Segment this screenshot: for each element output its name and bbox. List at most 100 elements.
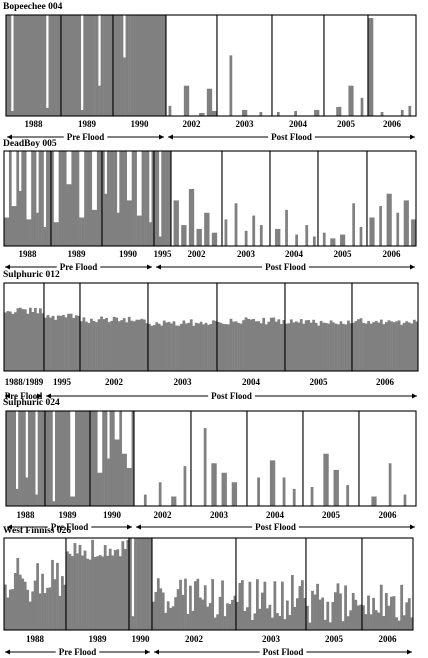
membership-bar	[131, 151, 135, 246]
membership-bar	[23, 151, 27, 246]
membership-bar	[369, 614, 373, 630]
membership-bar	[60, 411, 63, 506]
membership-bar	[100, 316, 103, 371]
membership-bar	[76, 553, 79, 630]
membership-bar	[219, 322, 223, 371]
membership-bar	[186, 613, 190, 630]
membership-bar	[115, 317, 119, 371]
population-label: 2004	[289, 119, 308, 129]
membership-bar	[46, 587, 49, 630]
membership-bar	[222, 324, 225, 371]
membership-bar	[224, 219, 228, 246]
membership-bar	[149, 538, 153, 630]
membership-bar	[203, 428, 207, 506]
membership-bar	[144, 151, 147, 246]
membership-bar	[316, 583, 319, 630]
membership-bar	[136, 538, 140, 630]
membership-bar	[56, 315, 60, 371]
membership-bar	[198, 597, 202, 630]
population-label: 2003	[236, 119, 255, 129]
membership-bar	[352, 322, 355, 371]
membership-bar	[23, 411, 26, 506]
membership-bar	[323, 453, 327, 506]
membership-bar	[26, 589, 30, 630]
membership-bar	[33, 151, 37, 246]
membership-bar	[234, 321, 238, 371]
membership-bar	[384, 593, 388, 630]
membership-bar	[261, 592, 264, 630]
panel: Bopeechee 004 1988 1989 1990 2002 2003 2004 200…	[3, 2, 417, 142]
membership-bar	[49, 317, 52, 371]
membership-bar	[211, 579, 215, 630]
membership-bar	[135, 15, 139, 116]
population-label: 1988/1989	[5, 377, 44, 387]
membership-bar	[338, 106, 342, 116]
population-label: 1990	[132, 634, 151, 644]
membership-bar	[34, 307, 37, 371]
membership-bar	[370, 18, 374, 117]
membership-bar	[259, 225, 263, 246]
membership-bar	[6, 311, 10, 371]
membership-bar	[181, 225, 184, 246]
population-label: 2005	[310, 377, 329, 387]
membership-bar	[400, 324, 404, 371]
membership-bar	[129, 468, 132, 506]
membership-bar	[73, 543, 77, 630]
membership-bar	[91, 209, 95, 246]
membership-bar	[51, 15, 54, 116]
membership-bar	[144, 538, 148, 630]
membership-bar	[66, 551, 69, 630]
arrow-head-left	[154, 649, 159, 655]
membership-bar	[6, 597, 10, 630]
population-background	[359, 411, 416, 506]
membership-bar	[276, 111, 280, 116]
membership-bar	[239, 323, 243, 371]
membership-bar	[377, 322, 381, 371]
population-block	[5, 14, 62, 117]
membership-bar	[402, 322, 406, 371]
membership-bar	[16, 15, 19, 116]
membership-bar	[323, 619, 327, 630]
membership-bar	[156, 578, 160, 630]
flood-period-arrow	[5, 393, 42, 399]
population-block	[3, 537, 67, 631]
membership-bar	[252, 318, 256, 371]
membership-bar	[237, 322, 240, 371]
membership-bar	[121, 453, 125, 506]
membership-bar	[158, 482, 162, 506]
membership-bar	[313, 594, 317, 630]
membership-bar	[23, 15, 27, 116]
membership-bar	[149, 222, 152, 246]
population-block	[170, 150, 223, 247]
flood-period-arrow	[46, 393, 417, 399]
membership-bar	[374, 320, 378, 371]
membership-bar	[63, 584, 67, 630]
membership-bar	[349, 610, 353, 630]
membership-bar	[80, 321, 83, 371]
membership-bar	[397, 320, 401, 371]
membership-bar	[371, 496, 375, 506]
population-block	[271, 14, 325, 117]
membership-bar	[163, 15, 167, 116]
membership-bar	[116, 212, 120, 246]
membership-bar	[410, 323, 414, 371]
population-label: 2003	[174, 377, 193, 387]
population-block	[89, 410, 135, 507]
population-frame	[351, 282, 419, 372]
membership-bar	[86, 151, 90, 246]
panel: Sulphuric 024 1988 1989 1990 2002 2003 2004 200…	[3, 398, 417, 532]
membership-bar	[369, 323, 373, 371]
membership-bar	[347, 320, 350, 371]
membership-bar	[154, 151, 157, 246]
membership-bar	[299, 319, 303, 371]
membership-bar	[248, 581, 252, 630]
population-label: 2002	[188, 249, 207, 259]
membership-bar	[58, 595, 62, 630]
membership-bar	[166, 151, 169, 246]
membership-bar	[170, 323, 173, 371]
membership-bar	[53, 579, 57, 630]
membership-bar	[304, 320, 308, 371]
membership-bar	[13, 573, 17, 630]
membership-bar	[68, 184, 72, 246]
membership-bar	[75, 15, 79, 116]
